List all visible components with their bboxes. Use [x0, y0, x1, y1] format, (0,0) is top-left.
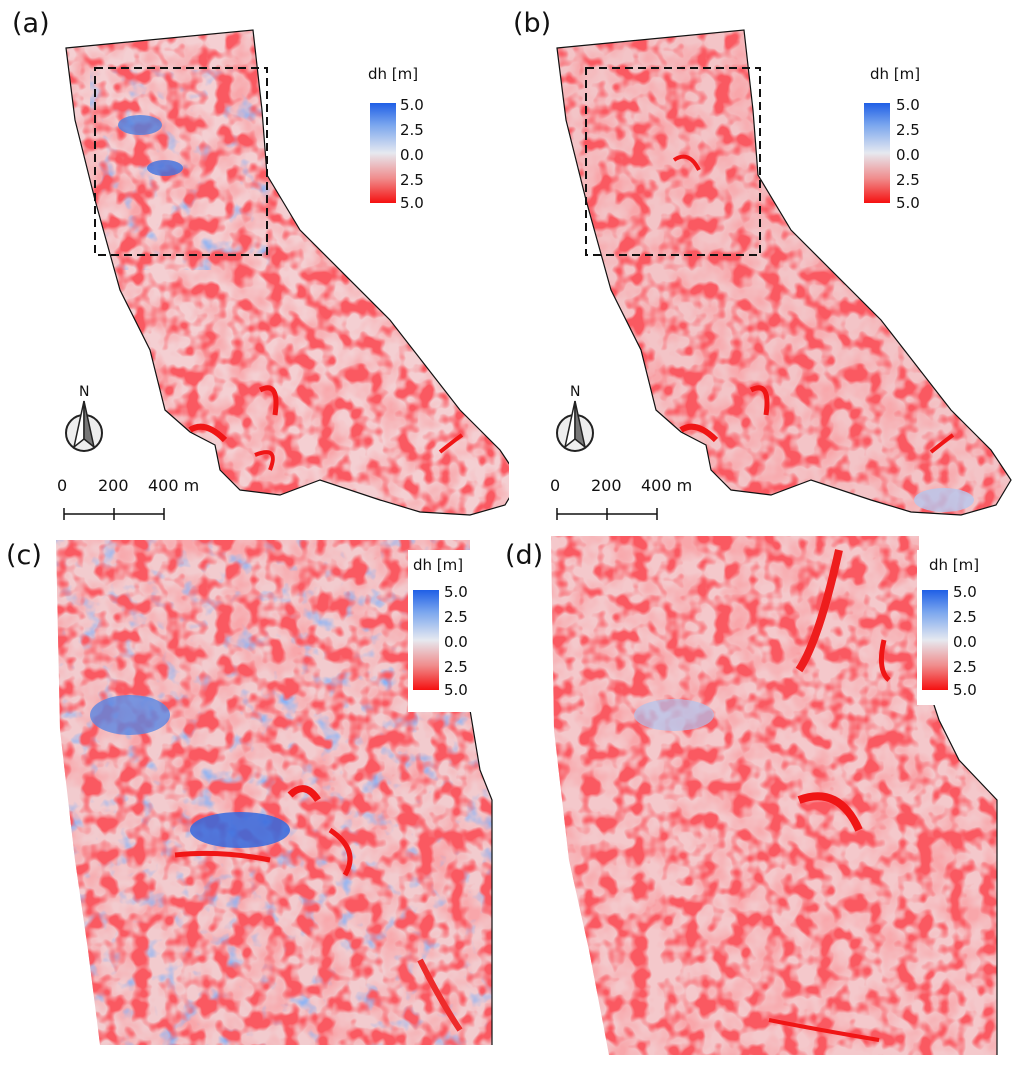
- zoom-extent-box: [94, 67, 268, 256]
- legend-tick: 5.0: [444, 681, 468, 699]
- legend-tick: 2.5: [953, 658, 977, 676]
- legend-title: dh [m]: [413, 556, 464, 574]
- legend-tick: 0.0: [896, 146, 920, 164]
- color-bar: [370, 103, 396, 203]
- legend-tick: 0.0: [953, 633, 977, 651]
- panel-d: (d) dh [m] 5.0 2.5 0.0 2.5 5.0: [499, 530, 1019, 1065]
- panel-c: (c) dh [m] 5.0 2.5 0.0 2.5 5.0: [0, 530, 509, 1065]
- scale-bar: 0 200 400 m: [545, 478, 705, 528]
- zoom-extent-box: [585, 67, 761, 256]
- scale-bar: 0 200 400 m: [52, 478, 212, 528]
- legend-title: dh [m]: [929, 556, 980, 574]
- north-arrow: N: [551, 385, 601, 457]
- scale-label: 400 m: [148, 476, 200, 495]
- scale-label: 200: [98, 476, 129, 495]
- north-arrow-icon: [556, 400, 594, 452]
- color-bar: [413, 590, 439, 690]
- color-bar: [864, 103, 890, 203]
- legend-tick: 2.5: [444, 658, 468, 676]
- panel-label: (d): [505, 540, 544, 571]
- legend-tick: 2.5: [444, 608, 468, 626]
- scale-label: 0: [57, 476, 68, 495]
- color-bar: [922, 590, 948, 690]
- legend: dh [m] 5.0 2.5 0.0 2.5 5.0: [408, 550, 493, 712]
- legend-tick: 0.0: [444, 633, 468, 651]
- legend-tick: 2.5: [896, 171, 920, 189]
- legend-tick: 5.0: [953, 681, 977, 699]
- north-label: N: [79, 384, 90, 400]
- legend-title: dh [m]: [870, 65, 921, 83]
- legend-tick: 5.0: [953, 583, 977, 601]
- legend-tick: 2.5: [400, 171, 424, 189]
- scale-bar-line: [63, 508, 165, 520]
- north-label: N: [570, 384, 581, 400]
- panel-label: (c): [6, 540, 42, 571]
- legend-tick: 5.0: [400, 96, 424, 114]
- legend-tick: 5.0: [444, 583, 468, 601]
- legend-tick: 5.0: [896, 96, 920, 114]
- panel-a: (a) dh [m] 5.0 2.5 0.0 2.5 5.0 N: [0, 0, 509, 530]
- legend-tick: 0.0: [400, 146, 424, 164]
- scale-label: 0: [550, 476, 561, 495]
- scale-label: 400 m: [641, 476, 693, 495]
- legend-tick: 5.0: [896, 194, 920, 212]
- scale-label: 200: [591, 476, 622, 495]
- legend-tick: 5.0: [400, 194, 424, 212]
- legend: dh [m] 5.0 2.5 0.0 2.5 5.0: [864, 65, 944, 215]
- scale-bar-line: [556, 508, 658, 520]
- panel-label: (b): [513, 8, 552, 39]
- legend: dh [m] 5.0 2.5 0.0 2.5 5.0: [368, 65, 448, 215]
- legend-tick: 2.5: [953, 608, 977, 626]
- legend-tick: 2.5: [400, 121, 424, 139]
- legend: dh [m] 5.0 2.5 0.0 2.5 5.0: [917, 550, 1007, 705]
- legend-title: dh [m]: [368, 65, 419, 83]
- legend-tick: 2.5: [896, 121, 920, 139]
- north-arrow: N: [60, 385, 110, 457]
- panel-label: (a): [12, 8, 50, 39]
- panel-b: (b) dh [m] 5.0 2.5 0.0 2.5 5.0 N: [499, 0, 1019, 530]
- north-arrow-icon: [65, 400, 103, 452]
